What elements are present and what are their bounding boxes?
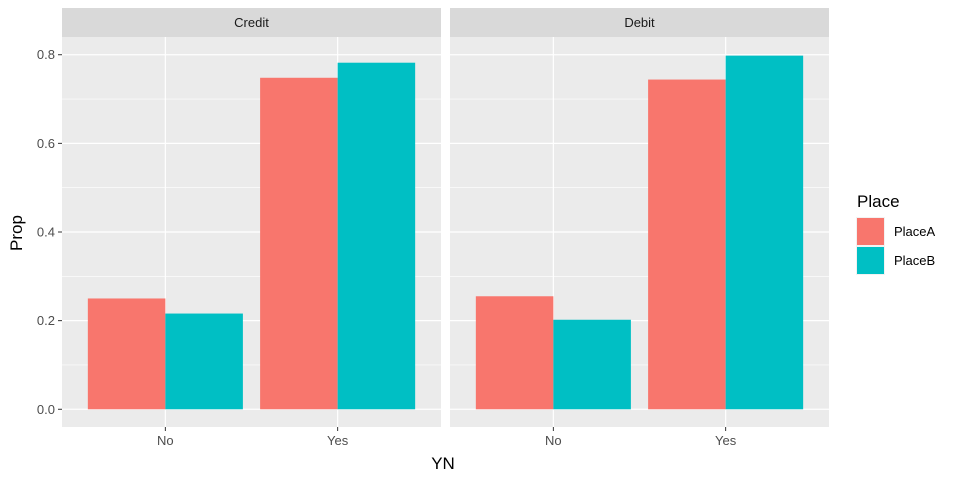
facet-strip [62,8,441,37]
x-tick-label: No [157,433,174,448]
y-axis-title: Prop [7,215,26,251]
y-tick-label: 0.2 [37,313,55,328]
y-tick-label: 0.8 [37,47,55,62]
x-axis-title: YN [431,454,455,473]
facet-strip-label: Credit [234,15,269,30]
facet-panel-debit: Debit No Yes [450,8,829,448]
bar-credit-yes-placeb [337,62,416,410]
legend-label-placeb: PlaceB [894,253,935,268]
bar-debit-no-placeb [553,319,631,410]
legend-key-placeb [857,247,884,274]
facet-strip-label: Debit [624,15,655,30]
bar-debit-no-placea [475,296,554,410]
y-tick-label: 0.6 [37,136,55,151]
bar-credit-no-placeb [165,313,243,410]
bar-debit-yes-placeb [725,55,804,410]
legend: Place PlaceA PlaceB [856,192,936,275]
legend-key-placea [857,218,884,245]
facet-strip [450,8,829,37]
y-tick-label: 0.4 [37,225,55,240]
x-tick-label: No [545,433,562,448]
y-tick-label: 0.0 [37,402,55,417]
bar-credit-yes-placea [260,77,338,410]
x-tick-label: Yes [715,433,737,448]
bar-debit-yes-placea [648,79,726,410]
facet-panel-credit: Credit No Yes [62,8,441,448]
bar-credit-no-placea [87,298,166,410]
facets-layer: Credit No Yes Debit No Yes [62,8,829,448]
y-axis: 0.0 0.2 0.4 0.6 0.8 [37,47,62,417]
legend-title: Place [857,192,900,211]
x-tick-label: Yes [327,433,349,448]
legend-label-placea: PlaceA [894,224,936,239]
